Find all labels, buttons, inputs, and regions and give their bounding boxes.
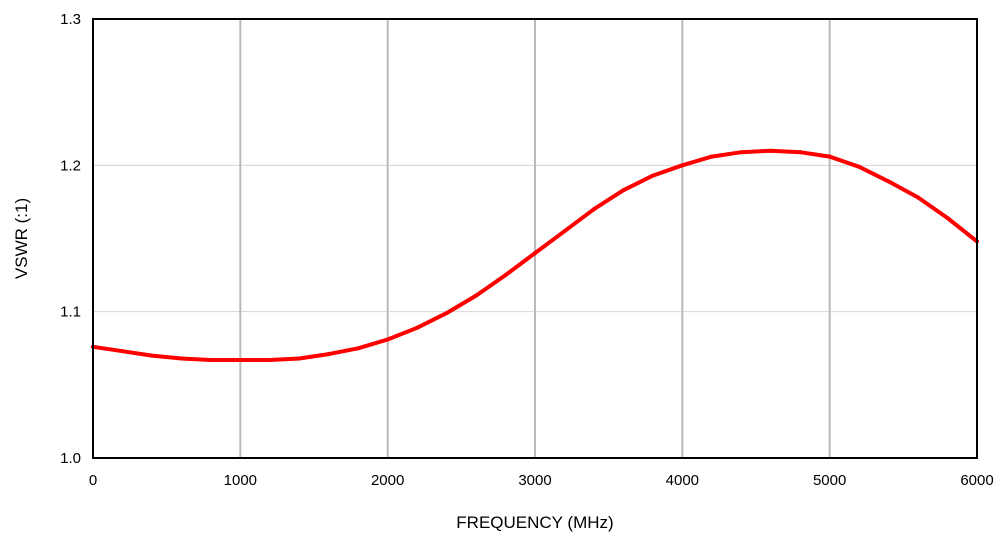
vswr-data-point (120, 349, 125, 354)
vswr-data-point (886, 179, 891, 184)
y-tick-label: 1.1 (60, 304, 81, 321)
vswr-data-point (503, 273, 508, 278)
vswr-data-point (798, 150, 803, 155)
x-tick-label: 4000 (666, 472, 699, 489)
x-tick-label: 2000 (371, 472, 404, 489)
vswr-data-point (474, 293, 479, 298)
vswr-data-point (857, 164, 862, 169)
x-tick-label: 6000 (960, 472, 993, 489)
vswr-data-point (945, 216, 950, 221)
vswr-data-point (562, 229, 567, 234)
vswr-data-point (739, 150, 744, 155)
vswr-data-point (385, 337, 390, 342)
series-layer (91, 148, 979, 362)
vswr-data-point (827, 154, 832, 159)
vswr-data-point (149, 353, 154, 358)
vswr-data-point (444, 311, 449, 316)
x-tick-label: 3000 (518, 472, 551, 489)
y-axis-title: VSWR (:1) (12, 198, 31, 279)
vswr-data-point (326, 352, 331, 357)
vswr-data-point (680, 163, 685, 168)
y-tick-label: 1.2 (60, 157, 81, 174)
x-axis-title: FREQUENCY (MHz) (456, 513, 613, 532)
vswr-data-point (415, 325, 420, 330)
y-tick-label: 1.0 (60, 450, 81, 467)
vswr-data-point (768, 148, 773, 153)
vswr-data-point (621, 188, 626, 193)
vswr-data-point (356, 346, 361, 351)
vswr-data-point (650, 173, 655, 178)
x-tick-label: 1000 (224, 472, 257, 489)
vswr-data-point (916, 195, 921, 200)
vswr-data-point (533, 251, 537, 256)
y-tick-label: 1.3 (60, 11, 81, 28)
vswr-data-point (267, 357, 272, 362)
vswr-data-point (179, 356, 184, 361)
vswr-data-point (297, 356, 302, 361)
vswr-data-point (591, 207, 596, 212)
tick-label-layer: 1.0 1.1 1.2 1.3 0 1000 2000 3000 4000 5000 6000 (60, 11, 994, 489)
vswr-data-point (208, 357, 213, 362)
x-tick-label: 5000 (813, 472, 846, 489)
vswr-data-point (709, 154, 714, 159)
grid-layer (93, 19, 977, 458)
plot-area-frame (92, 18, 978, 459)
vswr-data-point (238, 357, 243, 362)
x-tick-label: 0 (89, 472, 97, 489)
